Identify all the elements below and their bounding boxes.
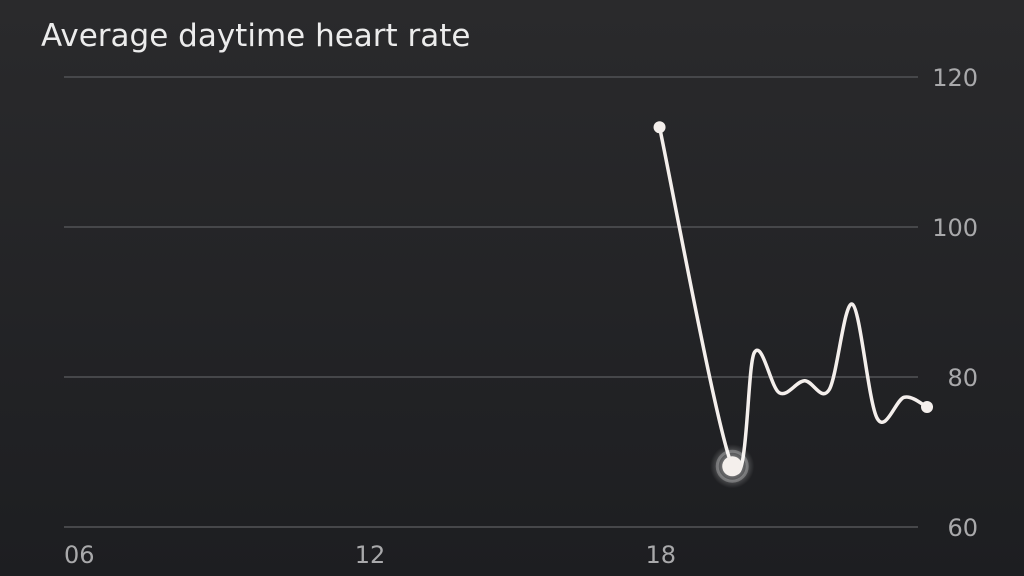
- x-tick-label: 18: [645, 541, 676, 569]
- highlight-point: [722, 456, 743, 477]
- highlight-ring: [715, 449, 749, 483]
- y-tick-label: 120: [932, 64, 978, 92]
- y-tick-label: 60: [947, 514, 978, 542]
- y-tick-label: 80: [947, 364, 978, 392]
- x-tick-label: 12: [355, 541, 386, 569]
- start-point: [653, 121, 666, 134]
- x-tick-label: 06: [64, 541, 95, 569]
- end-point: [921, 401, 934, 413]
- y-tick-label: 100: [932, 214, 978, 242]
- chart-title: Average daytime heart rate: [41, 18, 471, 54]
